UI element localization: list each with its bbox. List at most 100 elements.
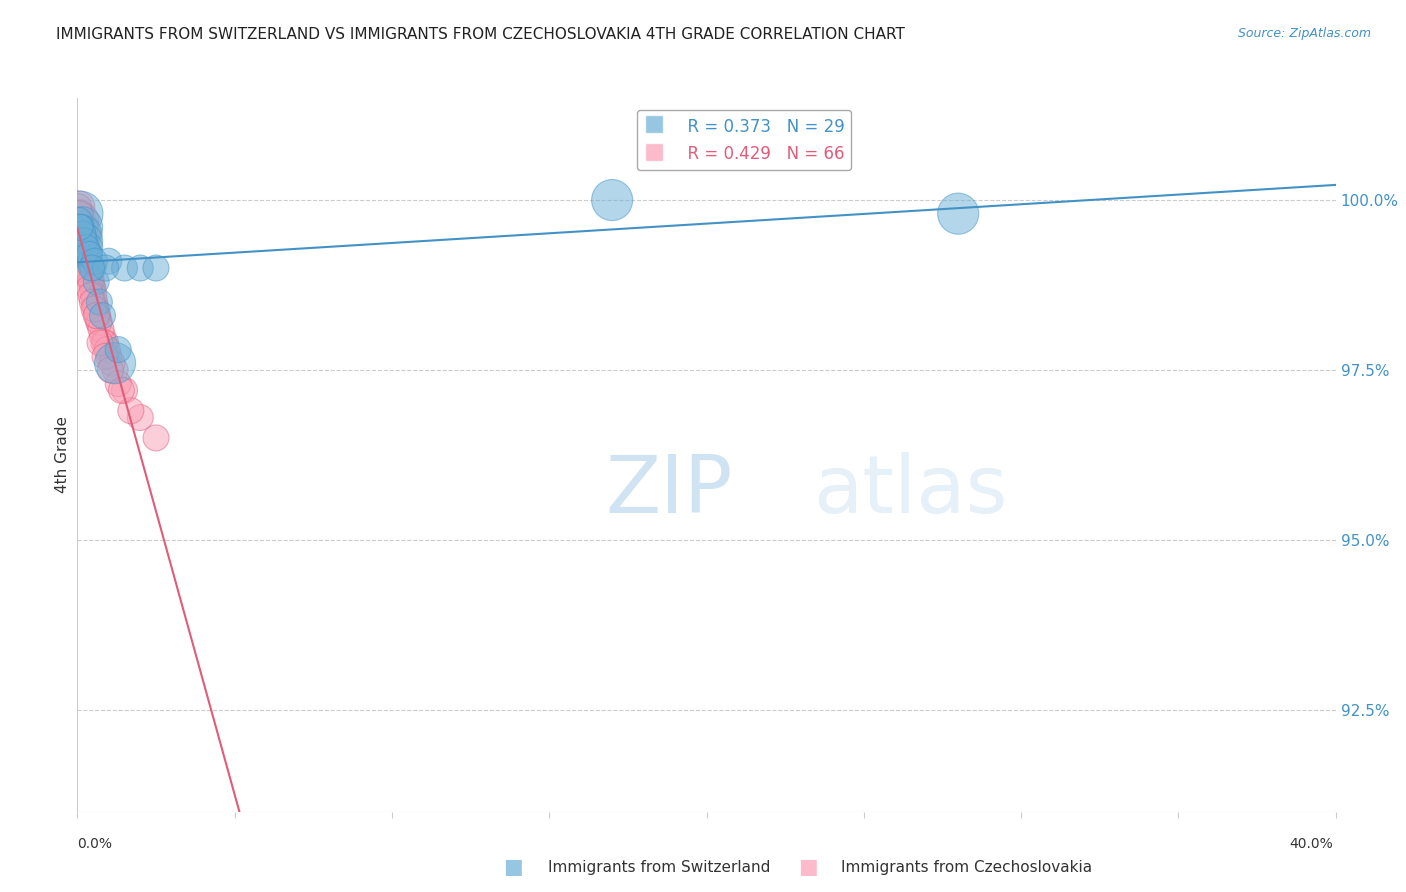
Text: Immigrants from Czechoslovakia: Immigrants from Czechoslovakia bbox=[841, 860, 1092, 874]
Point bbox=[69, 220, 91, 235]
Point bbox=[75, 241, 97, 255]
Point bbox=[73, 241, 96, 255]
Point bbox=[67, 200, 90, 214]
Point bbox=[948, 207, 970, 221]
Point bbox=[80, 288, 103, 302]
Point bbox=[69, 213, 91, 227]
Point bbox=[80, 260, 103, 275]
Point bbox=[84, 301, 107, 316]
Point bbox=[129, 260, 152, 275]
Point bbox=[87, 309, 110, 323]
Point bbox=[104, 363, 127, 377]
Point bbox=[75, 241, 97, 255]
Point bbox=[80, 275, 103, 289]
Point bbox=[600, 193, 623, 207]
Point bbox=[79, 254, 101, 268]
Point bbox=[107, 376, 129, 391]
Point bbox=[93, 335, 115, 350]
Point bbox=[84, 301, 107, 316]
Point bbox=[73, 234, 96, 248]
Text: ■: ■ bbox=[799, 857, 818, 877]
Point bbox=[114, 384, 136, 398]
Point bbox=[145, 260, 167, 275]
Point bbox=[69, 207, 91, 221]
Point bbox=[82, 260, 104, 275]
Text: 0.0%: 0.0% bbox=[77, 837, 112, 851]
Point bbox=[73, 234, 96, 248]
Point bbox=[76, 260, 98, 275]
Point bbox=[79, 268, 101, 282]
Point bbox=[79, 275, 101, 289]
Point bbox=[72, 234, 94, 248]
Legend:   R = 0.373   N = 29,   R = 0.429   N = 66: R = 0.373 N = 29, R = 0.429 N = 66 bbox=[637, 110, 852, 170]
Point bbox=[120, 403, 142, 417]
Point bbox=[104, 356, 127, 370]
Point bbox=[69, 207, 91, 221]
Point bbox=[72, 234, 94, 248]
Point bbox=[94, 350, 117, 364]
Point bbox=[79, 247, 101, 261]
Text: ZIP: ZIP bbox=[606, 451, 733, 530]
Text: IMMIGRANTS FROM SWITZERLAND VS IMMIGRANTS FROM CZECHOSLOVAKIA 4TH GRADE CORRELAT: IMMIGRANTS FROM SWITZERLAND VS IMMIGRANT… bbox=[56, 27, 905, 42]
Point bbox=[83, 254, 105, 268]
Text: 40.0%: 40.0% bbox=[1289, 837, 1333, 851]
Point bbox=[73, 241, 96, 255]
Point bbox=[107, 343, 129, 357]
Point bbox=[94, 260, 117, 275]
Y-axis label: 4th Grade: 4th Grade bbox=[55, 417, 70, 493]
Point bbox=[82, 295, 104, 310]
Point bbox=[75, 247, 97, 261]
Point bbox=[91, 309, 114, 323]
Point bbox=[129, 410, 152, 425]
Point bbox=[67, 200, 90, 214]
Point bbox=[77, 260, 100, 275]
Point bbox=[72, 227, 94, 241]
Point bbox=[110, 384, 132, 398]
Point bbox=[94, 335, 117, 350]
Point bbox=[89, 295, 111, 310]
Point bbox=[76, 241, 98, 255]
Point bbox=[75, 247, 97, 261]
Point bbox=[69, 213, 91, 227]
Point bbox=[70, 213, 93, 227]
Text: Source: ZipAtlas.com: Source: ZipAtlas.com bbox=[1237, 27, 1371, 40]
Point bbox=[89, 335, 111, 350]
Point bbox=[75, 234, 97, 248]
Point bbox=[77, 247, 100, 261]
Point bbox=[72, 227, 94, 241]
Point bbox=[83, 288, 105, 302]
Point bbox=[145, 431, 167, 445]
Point bbox=[67, 213, 90, 227]
Point bbox=[72, 227, 94, 241]
Point bbox=[72, 227, 94, 241]
Point bbox=[91, 329, 114, 343]
Point bbox=[96, 343, 118, 357]
Point bbox=[72, 227, 94, 241]
Point bbox=[69, 220, 91, 235]
Point bbox=[86, 309, 108, 323]
Point bbox=[70, 220, 93, 235]
Point bbox=[84, 309, 107, 323]
Point bbox=[75, 254, 97, 268]
Point bbox=[84, 275, 107, 289]
Point bbox=[77, 268, 100, 282]
Point bbox=[101, 356, 124, 370]
Text: atlas: atlas bbox=[814, 451, 1008, 530]
Point bbox=[67, 207, 90, 221]
Point bbox=[83, 295, 105, 310]
Point bbox=[97, 350, 120, 364]
Point bbox=[70, 220, 93, 235]
Point bbox=[75, 254, 97, 268]
Point bbox=[69, 207, 91, 221]
Point bbox=[70, 220, 93, 235]
Point bbox=[82, 281, 104, 295]
Point bbox=[97, 254, 120, 268]
Point bbox=[83, 301, 105, 316]
Point bbox=[76, 254, 98, 268]
Point bbox=[76, 268, 98, 282]
Point bbox=[87, 315, 110, 329]
Point bbox=[114, 260, 136, 275]
Point bbox=[98, 363, 121, 377]
Point bbox=[70, 220, 93, 235]
Point bbox=[82, 281, 104, 295]
